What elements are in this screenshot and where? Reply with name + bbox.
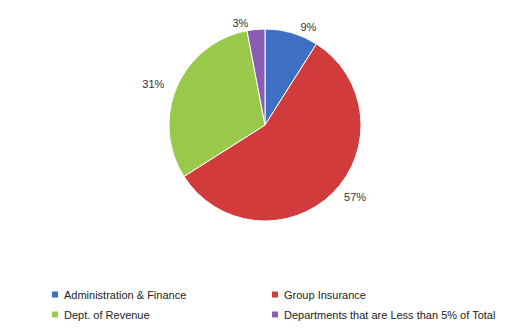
svg-text:Dept. of Revenue: Dept. of Revenue	[64, 309, 150, 321]
svg-text:57%: 57%	[344, 191, 366, 203]
svg-text:Group Insurance: Group Insurance	[284, 289, 366, 301]
svg-text:31%: 31%	[142, 78, 164, 90]
svg-text:Departments that are Less than: Departments that are Less than 5% of Tot…	[284, 309, 495, 321]
svg-text:Administration & Finance: Administration & Finance	[64, 289, 186, 301]
svg-text:9%: 9%	[300, 21, 316, 33]
svg-text:3%: 3%	[232, 17, 248, 29]
